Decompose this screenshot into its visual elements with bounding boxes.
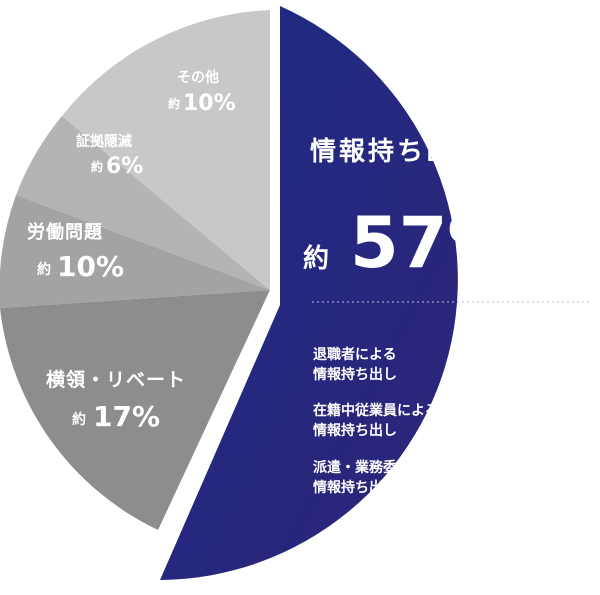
breakdown-prefix-1: 約 [490,426,504,443]
pie-slice-labor [0,195,270,308]
pie-slice-info-leak [160,6,458,580]
slice-prefix-embezzlement: 約 [72,411,86,428]
breakdown-label-2-line1: 派遣・業務委託者による [313,459,467,476]
breakdown-value-1: 11% [518,410,595,448]
slice-value-other: 10% [183,91,236,116]
slice-label-other: その他 [177,69,219,86]
breakdown-label-1-line2: 情報持ち出し [313,422,397,439]
slice-label-embezzlement: 横領・リベート [46,368,186,391]
breakdown-value-0: 43% [508,352,585,390]
slice-prefix-labor: 約 [37,261,51,278]
pie-slice-embezzlement [0,290,270,530]
slice-value-embezzlement: 17% [93,400,160,433]
slice-prefix-other: 約 [168,96,180,111]
slice-value-evidence: 6% [106,154,143,179]
slice-value-info-leak: 57% [350,202,518,284]
breakdown-label-0-line2: 情報持ち出し [313,366,397,383]
slice-prefix-evidence: 約 [91,159,103,174]
slice-value-labor: 10% [57,250,124,283]
slice-label-labor: 労働問題 [27,221,103,243]
pie-slice-other [62,10,270,290]
breakdown-label-1-line1: 在籍中従業員による [313,402,439,419]
pie-slice-evidence [16,116,270,290]
breakdown-prefix-0: 約 [490,368,504,385]
breakdown-label-0-line1: 退職者による [313,346,397,363]
breakdown-value-2: 3% [530,470,581,505]
slice-prefix-info-leak: 約 [303,243,329,274]
slice-label-info-leak: 情報持ち出し [310,137,484,167]
breakdown-label-2-line2: 情報持ち出し [313,479,397,496]
breakdown-prefix-2: 約 [510,483,524,500]
slice-label-evidence: 証拠隠滅 [76,133,132,150]
